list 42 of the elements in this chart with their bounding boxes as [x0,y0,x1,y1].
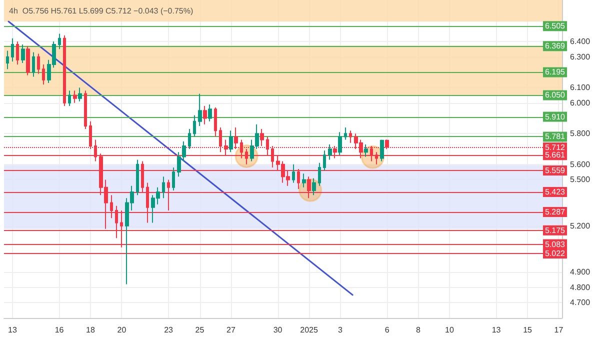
ref-line-label: 5.175 [544,226,566,235]
x-tick-label: 2025 [300,326,318,334]
x-tick-label: 30 [273,326,283,334]
ref-line-label: 5.083 [544,240,566,249]
x-tick-label: 23 [164,326,174,334]
x-tick-label: 8 [416,326,422,334]
y-tick-label: 5.600 [570,160,591,169]
ref-line-label: 5.423 [544,188,566,197]
x-tick-label: 27 [226,326,236,334]
ref-line-label: 5.781 [544,132,566,142]
ref-line-label: 5.712 [544,142,566,152]
y-tick-label: 4.900 [570,267,591,276]
y-tick-label: 5.500 [570,175,591,184]
y-tick-label: 4.800 [570,282,591,292]
ref-line-label: 5.910 [544,112,566,122]
text: 4h O5.756 H5.761 L5.699 C5.712 −0.043 (−0.75%) [9,6,194,16]
x-tick-label: 20 [117,326,127,334]
x-tick-label: 13 [8,326,18,334]
x-tick-label: 3 [338,326,344,334]
ref-line-label: 6.195 [544,68,566,77]
x-tick-label: 13 [492,326,502,334]
x-tick-label: 6 [384,326,390,334]
y-tick-label: 4.700 [570,298,591,308]
ref-line-label: 6.369 [544,42,566,51]
y-tick-label: 6.000 [570,98,591,108]
y-tick-label: 6.100 [570,83,591,92]
y-tick-label: 5.200 [570,221,591,230]
x-tick-label: 25 [195,326,205,334]
y-tick-label: 6.400 [570,36,591,46]
x-tick-label: 18 [86,326,96,334]
ref-line-label: 5.559 [544,166,566,176]
x-tick-label: 16 [54,326,64,334]
ref-line-label: 6.505 [544,22,566,31]
x-tick-label: 10 [445,326,454,334]
y-tick-label: 5.800 [570,129,591,138]
ref-line-label: 6.050 [544,90,566,100]
ref-line-label: 5.661 [544,150,566,160]
y-tick-label: 6.300 [570,52,591,62]
x-tick-label: 15 [523,326,533,334]
ref-line-label: 5.287 [544,208,566,216]
ref-line-label: 5.022 [544,248,566,258]
x-tick-label: 17 [554,326,564,334]
